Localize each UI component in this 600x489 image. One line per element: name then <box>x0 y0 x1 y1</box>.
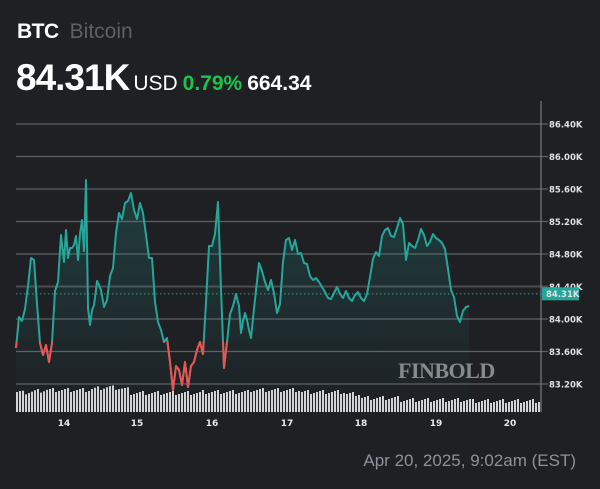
x-axis: 14 15 16 17 18 19 20 <box>58 419 517 429</box>
y-tick-label: 84.00K <box>549 316 583 326</box>
price-row: 84.31K USD 0.79% 664.34 <box>16 57 311 99</box>
x-tick-label: 16 <box>206 419 219 429</box>
y-axis: 86.40K86.00K85.60K85.20K84.80K84.40K84.0… <box>549 121 583 391</box>
x-tick-label: 17 <box>281 419 294 429</box>
y-tick-label: 83.20K <box>549 381 583 391</box>
timestamp: Apr 20, 2025, 9:02am (EST) <box>363 451 576 470</box>
change-absolute: 664.34 <box>247 72 312 95</box>
current-price-label: 84.31K <box>546 290 580 300</box>
currency: USD <box>133 72 178 95</box>
y-tick-label: 85.20K <box>549 218 583 228</box>
x-tick-label: 18 <box>355 419 368 429</box>
y-tick-label: 83.60K <box>549 348 583 358</box>
change-percent: 0.79% <box>182 72 243 95</box>
x-tick-label: 20 <box>504 419 517 429</box>
price-area-fill <box>16 180 469 412</box>
current-price: 84.31K <box>16 57 130 98</box>
y-tick-label: 86.00K <box>549 153 583 163</box>
x-tick-label: 15 <box>131 419 144 429</box>
price-chart[interactable]: 86.40K86.00K85.60K85.20K84.80K84.40K84.0… <box>0 0 600 430</box>
x-tick-label: 14 <box>58 419 71 429</box>
asset-name: Bitcoin <box>69 20 133 43</box>
asset-symbol: BTC <box>17 20 59 43</box>
current-price-badge: 84.31K <box>542 287 580 301</box>
y-tick-label: 86.40K <box>549 121 583 131</box>
y-tick-label: 84.80K <box>549 251 583 261</box>
y-tick-label: 85.60K <box>549 186 583 196</box>
asset-header: BTC Bitcoin <box>17 20 133 44</box>
x-tick-label: 19 <box>430 419 443 429</box>
